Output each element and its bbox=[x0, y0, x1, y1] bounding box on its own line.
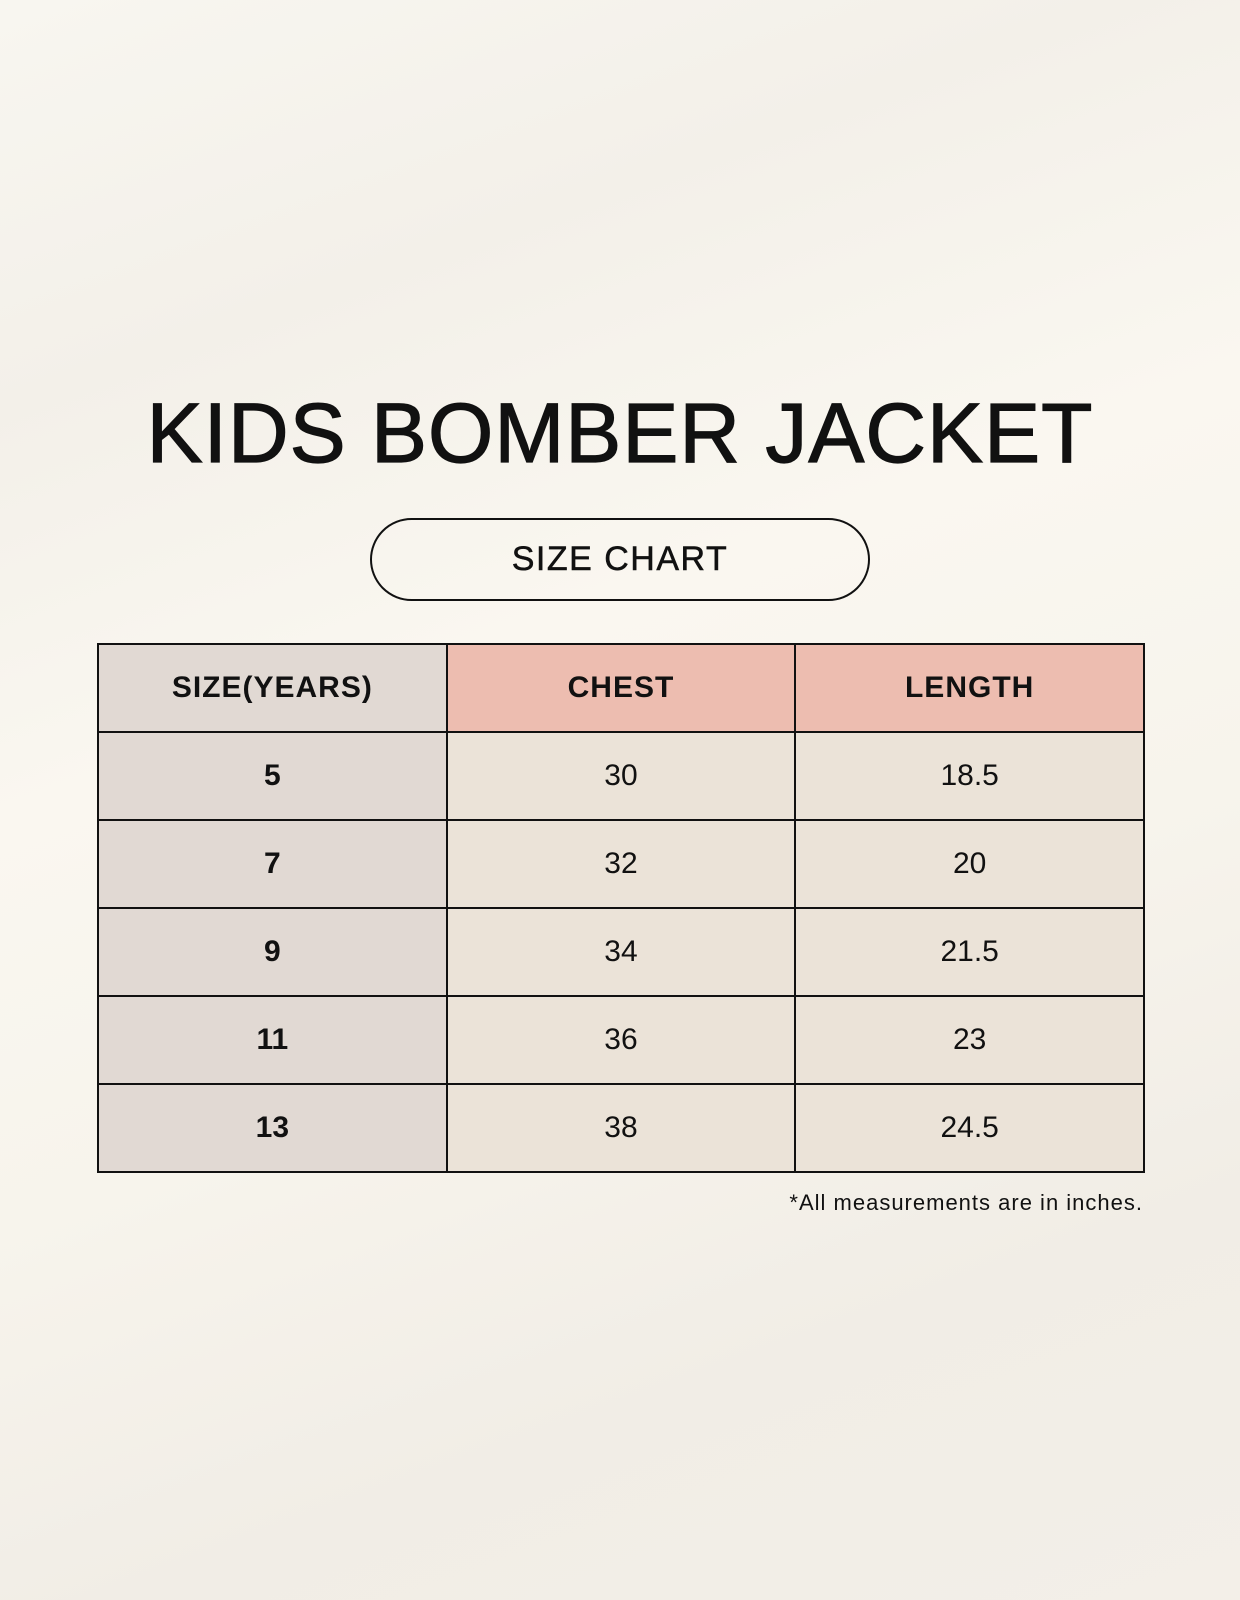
size-chart-label: SIZE CHART bbox=[511, 540, 729, 579]
header-chest: CHEST bbox=[445, 643, 797, 733]
size-cell: 5 bbox=[97, 731, 448, 821]
size-chart-badge: SIZE CHART bbox=[370, 518, 870, 601]
chest-cell: 36 bbox=[445, 995, 797, 1085]
chest-cell: 34 bbox=[445, 907, 797, 997]
size-cell: 7 bbox=[97, 819, 448, 909]
table-row: 9 34 21.5 bbox=[97, 907, 1145, 997]
table-row: 13 38 24.5 bbox=[97, 1083, 1145, 1173]
table-header-row: SIZE(YEARS) CHEST LENGTH bbox=[97, 643, 1145, 733]
size-cell: 11 bbox=[97, 995, 448, 1085]
length-cell: 20 bbox=[794, 819, 1145, 909]
page-title: KIDS BOMBER JACKET bbox=[146, 385, 1094, 480]
chest-cell: 30 bbox=[445, 731, 797, 821]
table-row: 7 32 20 bbox=[97, 819, 1145, 909]
footnote: *All measurements are in inches. bbox=[789, 1190, 1143, 1215]
size-cell: 13 bbox=[97, 1083, 448, 1173]
length-cell: 18.5 bbox=[794, 731, 1145, 821]
size-cell: 9 bbox=[97, 907, 448, 997]
chest-cell: 38 bbox=[445, 1083, 797, 1173]
length-cell: 24.5 bbox=[794, 1083, 1145, 1173]
table-row: 11 36 23 bbox=[97, 995, 1145, 1085]
chest-cell: 32 bbox=[445, 819, 797, 909]
length-cell: 21.5 bbox=[794, 907, 1145, 997]
header-length: LENGTH bbox=[794, 643, 1145, 733]
size-table: SIZE(YEARS) CHEST LENGTH 5 30 18.5 7 32 20 9 34… bbox=[97, 643, 1145, 1173]
table-row: 5 30 18.5 bbox=[97, 731, 1145, 821]
header-size: SIZE(YEARS) bbox=[97, 643, 448, 733]
length-cell: 23 bbox=[794, 995, 1145, 1085]
